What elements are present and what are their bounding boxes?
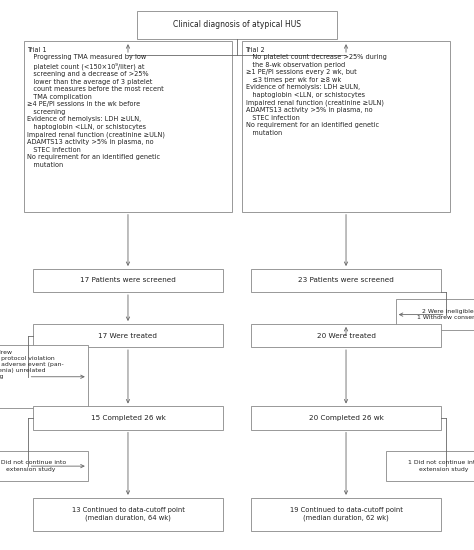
Text: 1 Did not continue into
extension study: 1 Did not continue into extension study bbox=[408, 460, 474, 472]
Bar bbox=[24, 41, 232, 212]
Bar bbox=[386, 451, 474, 481]
Text: 2 Did not continue into
extension study: 2 Did not continue into extension study bbox=[0, 460, 66, 472]
Bar bbox=[251, 406, 441, 430]
Text: 20 Were treated: 20 Were treated bbox=[317, 333, 375, 338]
Bar bbox=[33, 269, 223, 292]
Text: Trial 1
   Progressing TMA measured by low
   platelet count (<150×10⁹/liter) at: Trial 1 Progressing TMA measured by low … bbox=[27, 47, 165, 168]
Bar bbox=[0, 451, 88, 481]
Text: 17 Patients were screened: 17 Patients were screened bbox=[80, 278, 176, 283]
Bar bbox=[251, 269, 441, 292]
Text: 15 Completed 26 wk: 15 Completed 26 wk bbox=[91, 415, 165, 421]
Bar bbox=[33, 324, 223, 347]
Text: 20 Completed 26 wk: 20 Completed 26 wk bbox=[309, 415, 383, 421]
Text: Clinical diagnosis of atypical HUS: Clinical diagnosis of atypical HUS bbox=[173, 20, 301, 29]
Bar bbox=[251, 324, 441, 347]
Bar bbox=[0, 345, 88, 408]
Text: 2 Were ineligible
1 Withdrew consent: 2 Were ineligible 1 Withdrew consent bbox=[417, 309, 474, 320]
Text: 2 Withdrew
  1 Had protocol violation
  1 Had adverse event (pan-
  cytopenia) u: 2 Withdrew 1 Had protocol violation 1 Ha… bbox=[0, 350, 64, 380]
Text: 13 Continued to data-cutoff point
(median duration, 64 wk): 13 Continued to data-cutoff point (media… bbox=[72, 507, 184, 521]
Text: 17 Were treated: 17 Were treated bbox=[99, 333, 157, 338]
Bar bbox=[137, 11, 337, 38]
Bar bbox=[33, 498, 223, 531]
Bar bbox=[33, 406, 223, 430]
Text: 19 Continued to data-cutoff point
(median duration, 62 wk): 19 Continued to data-cutoff point (media… bbox=[290, 507, 402, 521]
Bar bbox=[251, 498, 441, 531]
Text: Trial 2
   No platelet count decrease >25% during
   the 8-wk observation period: Trial 2 No platelet count decrease >25% … bbox=[246, 47, 386, 136]
Bar bbox=[242, 41, 450, 212]
Bar bbox=[396, 299, 474, 330]
Text: 23 Patients were screened: 23 Patients were screened bbox=[298, 278, 394, 283]
